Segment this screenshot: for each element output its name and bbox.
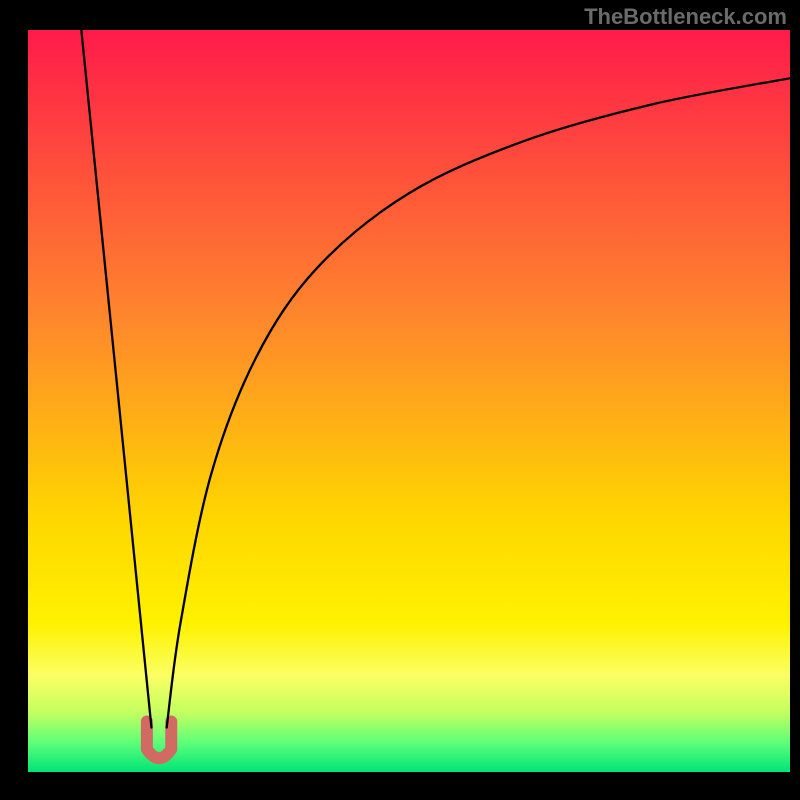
bottleneck-curve-chart	[28, 30, 790, 772]
chart-background	[28, 30, 790, 772]
chart-frame: TheBottleneck.com	[0, 0, 800, 800]
watermark-text: TheBottleneck.com	[584, 4, 787, 30]
